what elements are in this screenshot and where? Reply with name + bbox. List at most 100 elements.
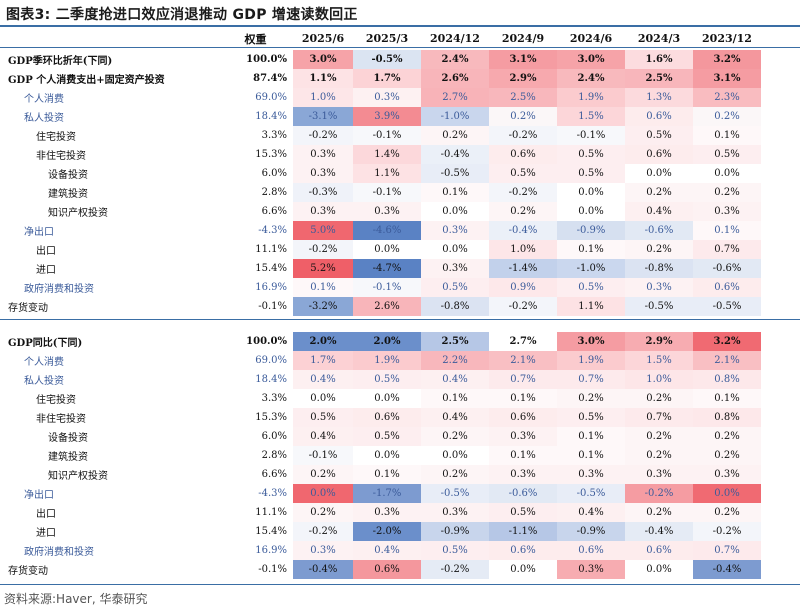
table-row: 非住宅投资 15.3% 0.3% 1.4% -0.4% 0.6% 0.5% 0.6% 0.5% [8, 145, 761, 164]
value-cell: -1.0% [421, 107, 489, 126]
row-label: 知识产权投资 [48, 471, 108, 482]
value-cell: 0.3% [625, 465, 693, 484]
value-cell: 0.2% [625, 446, 693, 465]
row-label: 净出口 [24, 227, 54, 238]
value-cell: -4.7% [353, 259, 421, 278]
value-cell: 0.1% [293, 278, 353, 297]
value-cell: -1.7% [353, 484, 421, 503]
weight-cell: 6.6% [261, 206, 287, 217]
row-label: 建筑投资 [48, 189, 88, 200]
row-label: 进口 [36, 528, 56, 539]
value-cell: 0.5% [421, 541, 489, 560]
value-cell: 0.0% [625, 560, 693, 579]
row-label: 净出口 [24, 490, 54, 501]
value-cell: 2.6% [353, 297, 421, 316]
value-cell: 0.5% [353, 427, 421, 446]
value-cell: 2.3% [693, 88, 761, 107]
value-cell: -3.2% [293, 297, 353, 316]
value-cell: 0.2% [625, 240, 693, 259]
table-row: 住宅投资 3.3% -0.2% -0.1% 0.2% -0.2% -0.1% 0.5% 0.1% [8, 126, 761, 145]
weight-cell: 11.1% [255, 507, 287, 518]
value-cell: 0.3% [693, 202, 761, 221]
value-cell: 0.5% [693, 145, 761, 164]
value-cell: 0.2% [693, 183, 761, 202]
value-cell: -0.8% [421, 297, 489, 316]
value-cell: 0.6% [489, 408, 557, 427]
value-cell: 0.0% [693, 484, 761, 503]
row-label: 设备投资 [48, 433, 88, 444]
value-cell: -0.9% [557, 221, 625, 240]
value-cell: -0.2% [489, 297, 557, 316]
table-row: 私人投资 18.4% 0.4% 0.5% 0.4% 0.7% 0.7% 1.0% 0.8% [8, 370, 761, 389]
value-cell: -0.2% [293, 126, 353, 145]
value-cell: -0.2% [625, 484, 693, 503]
row-label: 个人消费 [24, 94, 64, 105]
value-cell: 3.0% [557, 50, 625, 69]
value-cell: 0.8% [693, 370, 761, 389]
row-label: 非住宅投资 [36, 151, 86, 162]
row-label: 建筑投资 [48, 452, 88, 463]
value-cell: 2.7% [421, 88, 489, 107]
value-cell: -0.2% [489, 126, 557, 145]
column-header-table: 权重 2025/6 2025/3 2024/12 2024/9 2024/6 2… [8, 29, 761, 48]
value-cell: 0.0% [293, 389, 353, 408]
value-cell: 0.7% [693, 240, 761, 259]
row-label: 出口 [36, 509, 56, 520]
top-rule [0, 25, 800, 27]
value-cell: -0.9% [421, 522, 489, 541]
table-row: 出口 11.1% 0.2% 0.3% 0.3% 0.5% 0.4% 0.2% 0.2% [8, 503, 761, 522]
table-row: 净出口 -4.3% 0.0% -1.7% -0.5% -0.6% -0.5% -0.2% 0.0… [8, 484, 761, 503]
value-cell: 1.7% [353, 69, 421, 88]
row-label: 存货变动 [8, 566, 48, 577]
value-cell: 0.1% [557, 240, 625, 259]
row-label: 出口 [36, 246, 56, 257]
value-cell: 0.3% [293, 541, 353, 560]
value-cell: 1.0% [489, 240, 557, 259]
column-header: 2025/3 [365, 32, 409, 45]
row-label: 设备投资 [48, 170, 88, 181]
value-cell: 2.0% [353, 332, 421, 351]
value-cell: 1.1% [557, 297, 625, 316]
value-cell: -1.0% [557, 259, 625, 278]
weight-cell: -0.1% [258, 301, 287, 312]
value-cell: 0.6% [625, 107, 693, 126]
value-cell: 0.2% [625, 183, 693, 202]
column-header-row: 权重 2025/6 2025/3 2024/12 2024/9 2024/6 2… [8, 29, 761, 48]
value-cell: 0.5% [489, 164, 557, 183]
weight-cell: 6.0% [261, 168, 287, 179]
column-header: 2023/12 [702, 32, 752, 45]
value-cell: 1.5% [625, 351, 693, 370]
table-row: 存货变动 -0.1% -0.4% 0.6% -0.2% 0.0% 0.3% 0.0% -0.4% [8, 560, 761, 579]
value-cell: -0.3% [293, 183, 353, 202]
weight-cell: 6.6% [261, 469, 287, 480]
value-cell: -0.1% [293, 446, 353, 465]
value-cell: 0.3% [421, 259, 489, 278]
weight-cell: 3.3% [261, 393, 287, 404]
weight-cell: -4.3% [258, 225, 287, 236]
value-cell: -0.5% [353, 50, 421, 69]
value-cell: -0.6% [489, 484, 557, 503]
value-cell: -0.1% [557, 126, 625, 145]
value-cell: 0.4% [421, 408, 489, 427]
figure-title: 图表3: 二季度抢进口效应消退推动 GDP 增速读数回正 [6, 7, 358, 23]
value-cell: -0.8% [625, 259, 693, 278]
value-cell: 2.4% [557, 69, 625, 88]
value-cell: 0.0% [293, 484, 353, 503]
column-header: 2024/9 [501, 32, 545, 45]
row-label: 住宅投资 [36, 132, 76, 143]
row-label: 政府消费和投资 [24, 547, 94, 558]
column-header: 2024/3 [637, 32, 681, 45]
value-cell: 2.4% [421, 50, 489, 69]
value-cell: 2.1% [693, 351, 761, 370]
column-header: 2024/12 [430, 32, 480, 45]
column-header: 权重 [244, 32, 267, 46]
value-cell: -0.2% [489, 183, 557, 202]
weight-cell: 100.0% [246, 336, 287, 347]
value-cell: 0.2% [293, 503, 353, 522]
value-cell: 0.3% [421, 221, 489, 240]
table-row: 存货变动 -0.1% -3.2% 2.6% -0.8% -0.2% 1.1% -0.5% -0.… [8, 297, 761, 316]
table-row: 进口 15.4% -0.2% -2.0% -0.9% -1.1% -0.9% -0.4% -0.… [8, 522, 761, 541]
value-cell: 0.3% [293, 164, 353, 183]
value-cell: -0.4% [293, 560, 353, 579]
value-cell: 0.5% [557, 145, 625, 164]
